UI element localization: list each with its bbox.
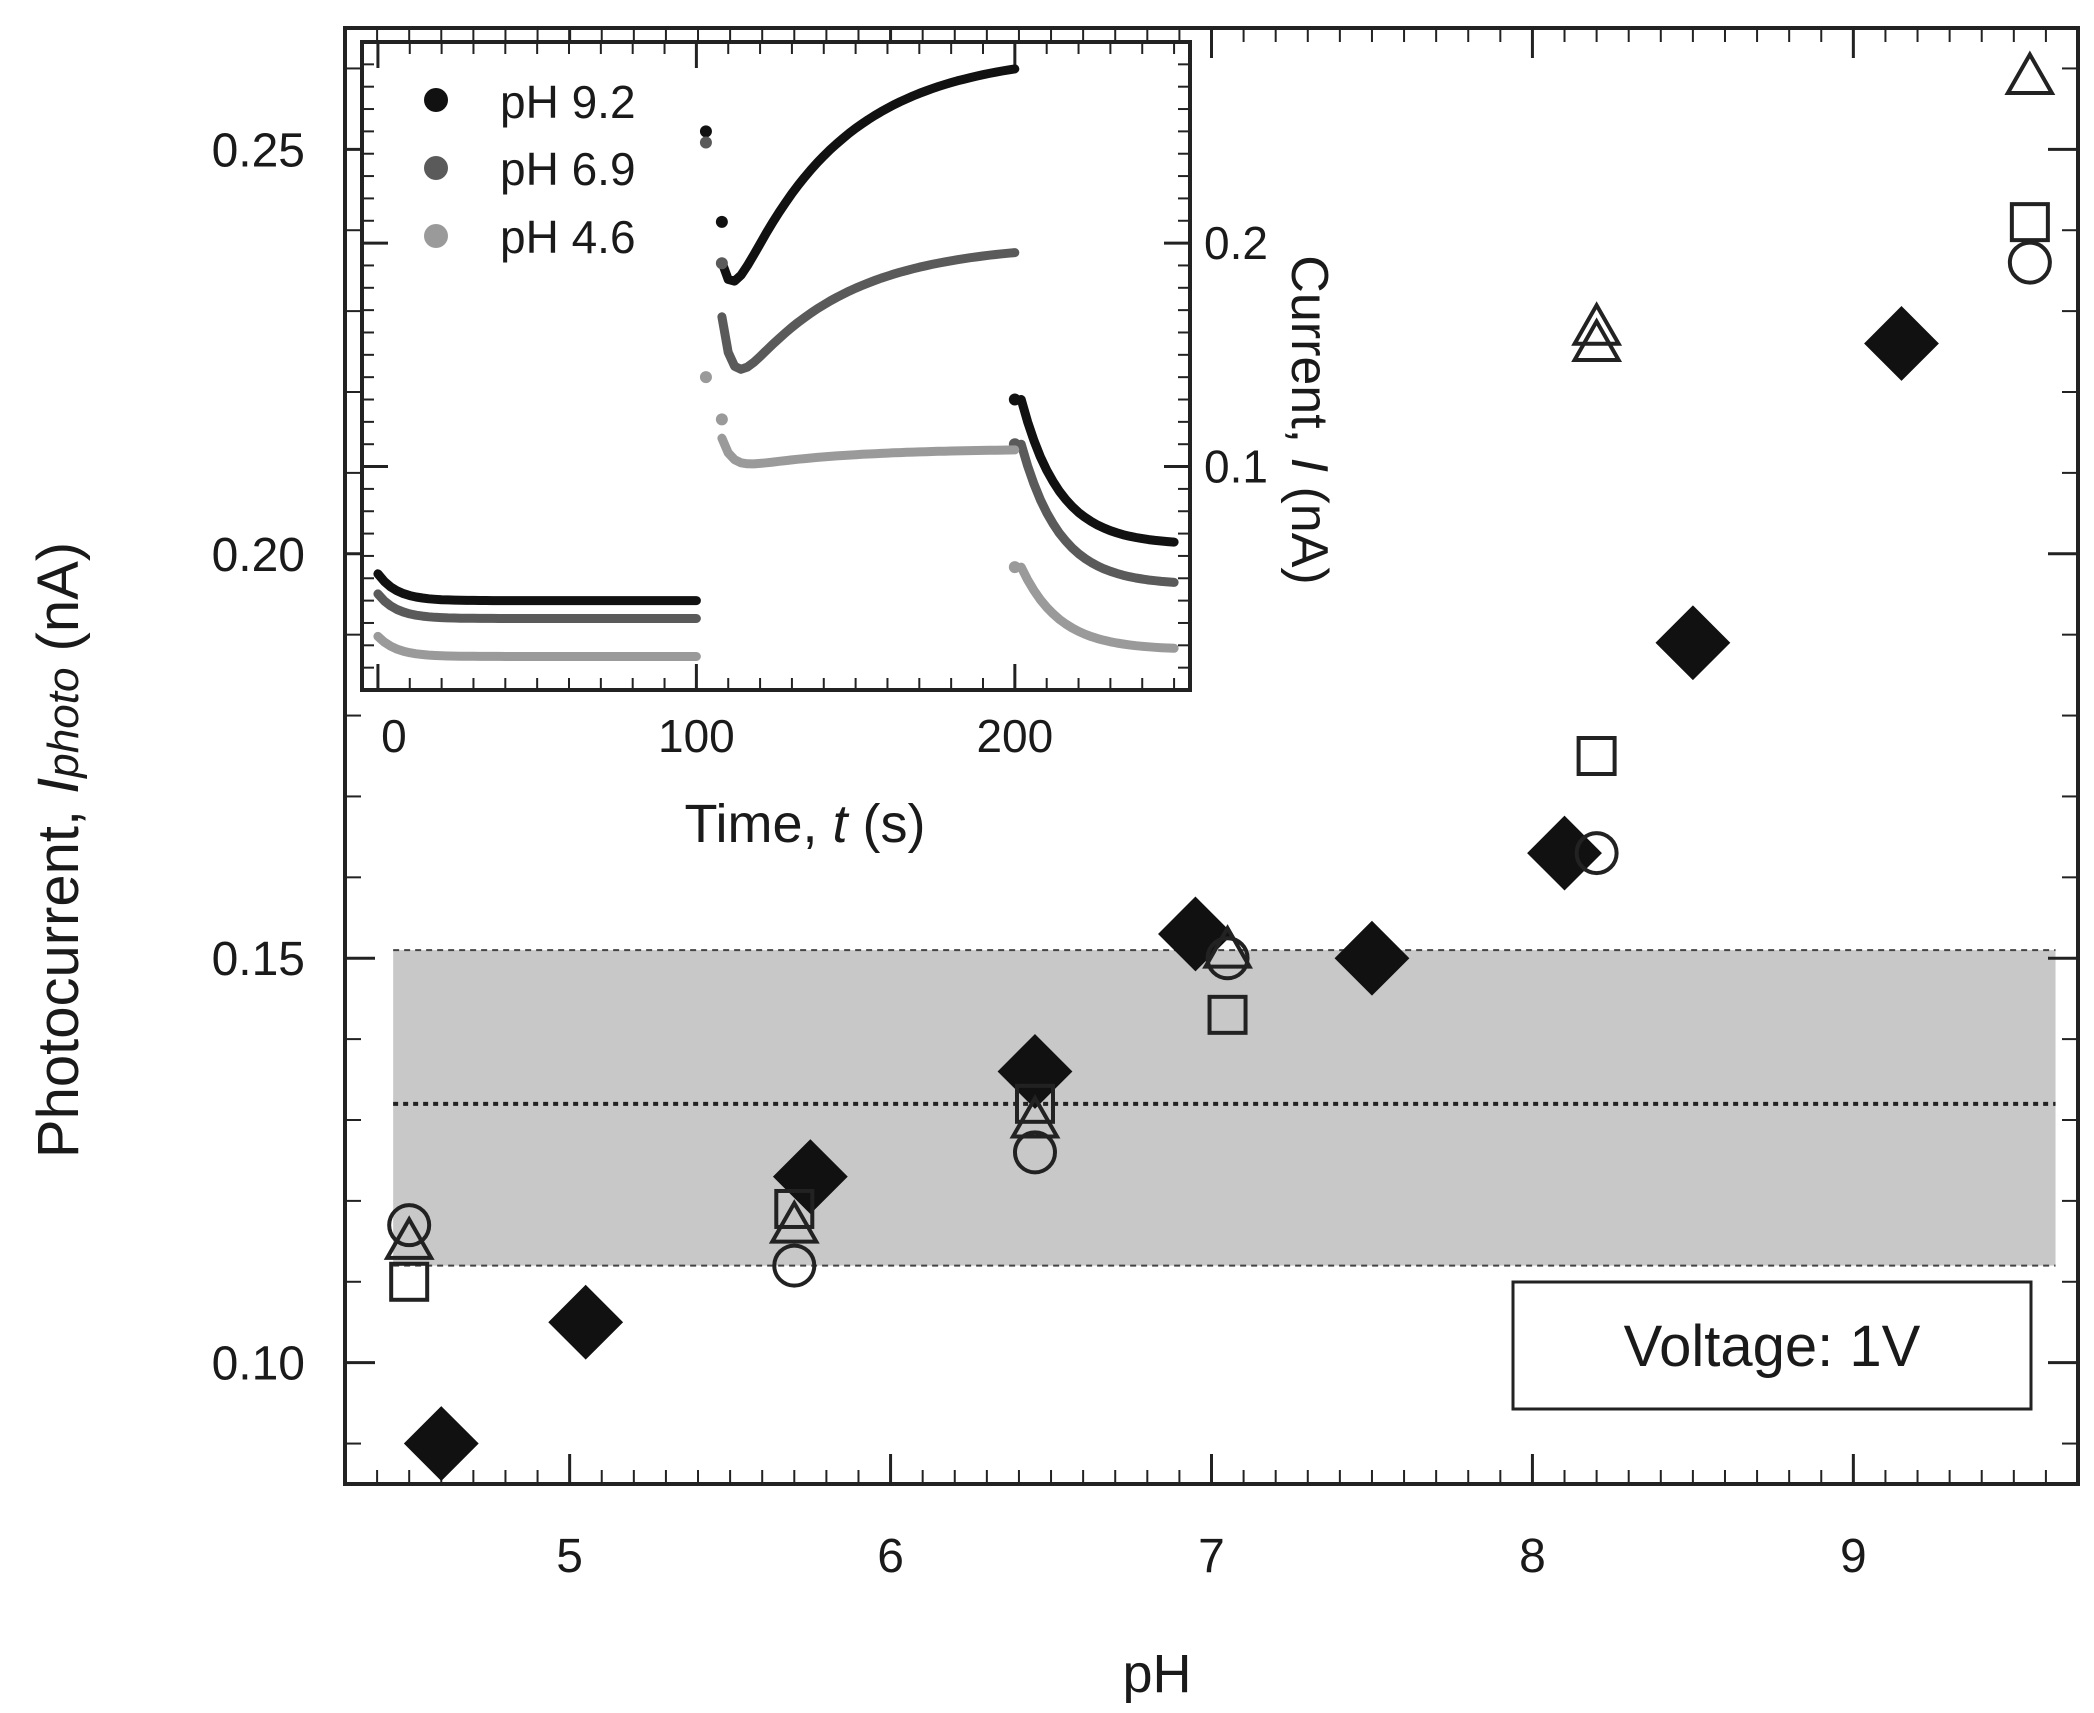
inset-x-axis-title: Time, t (s) bbox=[685, 794, 926, 854]
inset-series bbox=[373, 64, 1179, 661]
main-point-triangle bbox=[1009, 1093, 1061, 1139]
inset-x-tick-label: 100 bbox=[658, 710, 735, 762]
main-point-square bbox=[1207, 994, 1248, 1035]
main-point-circle bbox=[1012, 1130, 1057, 1175]
inset-x-tick-label: 0 bbox=[381, 710, 407, 762]
main-point-circle bbox=[387, 1203, 432, 1248]
inset-series-line bbox=[1016, 562, 1179, 653]
inset-series-line bbox=[373, 569, 701, 606]
main-x-tick-label: 9 bbox=[1840, 1530, 1867, 1583]
inset-legend-label: pH 6.9 bbox=[500, 143, 636, 195]
inset-y-tick-labels: 0.1 0.2 bbox=[1204, 217, 1268, 492]
inset-spike-point bbox=[715, 257, 728, 270]
main-band bbox=[393, 950, 2056, 1266]
inset-x-axis-title-part: Time, bbox=[685, 794, 833, 854]
inset-x-tick-labels: 0 100 200 bbox=[381, 710, 1053, 762]
inset-y-axis-title-part: I bbox=[1280, 458, 1338, 472]
inset-y-tick-label: 0.1 bbox=[1204, 441, 1268, 493]
inset-y-axis-title-part: Current, bbox=[1280, 255, 1338, 457]
main-chart: 5 6 7 8 9 0.10 0.15 0.20 0.25 pH Photocu… bbox=[26, 26, 2080, 1704]
main-y-tick-label: 0.25 bbox=[212, 124, 305, 177]
inset-plot-frame bbox=[360, 40, 1192, 692]
main-point-diamond bbox=[1864, 306, 1939, 381]
main-point-triangle bbox=[2004, 50, 2056, 96]
main-y-tick-labels: 0.10 0.15 0.20 0.25 bbox=[212, 124, 305, 1390]
main-x-tick-label: 5 bbox=[556, 1530, 583, 1583]
inset-legend-label: pH 9.2 bbox=[500, 76, 636, 128]
inset-x-tick-label: 200 bbox=[976, 710, 1053, 762]
main-x-tick-label: 7 bbox=[1198, 1530, 1225, 1583]
main-point-circle bbox=[1574, 831, 1619, 876]
main-point-square bbox=[774, 1188, 815, 1229]
inset-chart: pH 9.2 pH 6.9 pH 4.6 0 100 200 0.1 0.2 T… bbox=[360, 40, 1338, 854]
main-point-square bbox=[389, 1261, 430, 1302]
main-point-square bbox=[1014, 1083, 1055, 1124]
inset-series-line bbox=[373, 631, 701, 661]
inset-series-line bbox=[717, 433, 1020, 469]
main-x-tick-labels: 5 6 7 8 9 bbox=[556, 1530, 1866, 1583]
inset-x-axis-title-part: t bbox=[833, 794, 850, 854]
inset-y-tick-label: 0.2 bbox=[1204, 217, 1268, 269]
inset-legend-label: pH 4.6 bbox=[500, 211, 636, 263]
voltage-annotation: Voltage: 1V bbox=[1511, 1280, 2033, 1411]
inset-spike-point bbox=[1008, 561, 1021, 574]
inset-series-line bbox=[717, 64, 1020, 286]
inset-series-line bbox=[373, 589, 701, 623]
inset-y-axis-title: Current, I (nA) bbox=[1280, 255, 1338, 584]
main-point-diamond bbox=[1334, 920, 1410, 996]
main-point-triangle bbox=[1571, 317, 1623, 362]
main-point-triangle bbox=[1202, 924, 1253, 969]
inset-spike-point bbox=[699, 371, 712, 384]
inset-legend-marker bbox=[424, 156, 448, 180]
main-x-tick-label: 6 bbox=[877, 1530, 904, 1583]
inset-legend-marker bbox=[424, 88, 448, 112]
main-point-diamond bbox=[403, 1406, 479, 1481]
main-plot-frame bbox=[343, 26, 2080, 1486]
inset-spike-point bbox=[715, 215, 728, 228]
main-y-axis-title-part: photo bbox=[39, 668, 88, 780]
main-y-axis-title-part: (nA) bbox=[26, 542, 91, 668]
main-point-diamond bbox=[1527, 815, 1602, 891]
voltage-annotation-box bbox=[1511, 1280, 2033, 1411]
main-point-square bbox=[2009, 202, 2050, 243]
inset-x-axis-title-part: (s) bbox=[848, 794, 926, 854]
inset-series-line bbox=[1016, 439, 1179, 587]
inset-background bbox=[360, 42, 1192, 690]
inset-spike-point bbox=[715, 413, 728, 426]
voltage-annotation-text: Voltage: 1V bbox=[1624, 1314, 1921, 1379]
main-points bbox=[383, 50, 2056, 1481]
inset-series-line bbox=[1016, 395, 1179, 547]
main-point-square bbox=[1576, 736, 1617, 776]
main-y-axis-title: Photocurrent, Iphoto (nA) bbox=[26, 542, 91, 1158]
main-point-circle bbox=[772, 1243, 817, 1288]
main-point-triangle bbox=[1571, 301, 1623, 346]
main-point-diamond bbox=[548, 1284, 624, 1360]
main-y-axis-title-part: Photocurrent, bbox=[26, 794, 91, 1158]
main-x-axis-title: pH bbox=[1122, 1644, 1191, 1704]
main-y-tick-label: 0.20 bbox=[212, 529, 305, 582]
inset-spike-point bbox=[699, 125, 712, 138]
main-point-circle bbox=[1205, 936, 1250, 981]
inset-series-line bbox=[717, 248, 1020, 374]
inset-spike-point bbox=[699, 136, 712, 149]
inset-y-axis-title-part: (nA) bbox=[1280, 472, 1338, 585]
main-y-tick-label: 0.10 bbox=[212, 1338, 305, 1391]
main-x-tick-label: 8 bbox=[1519, 1530, 1546, 1583]
inset-legend: pH 9.2 pH 6.9 pH 4.6 bbox=[424, 76, 636, 263]
main-point-triangle bbox=[383, 1215, 435, 1260]
main-point-triangle bbox=[768, 1199, 820, 1244]
inset-legend-marker bbox=[424, 224, 448, 248]
inset-spike-point bbox=[1008, 393, 1021, 406]
main-y-axis-title-part: I bbox=[26, 778, 91, 794]
main-y-tick-label: 0.15 bbox=[212, 933, 305, 986]
main-point-diamond bbox=[1655, 605, 1731, 681]
main-point-circle bbox=[2007, 240, 2052, 285]
